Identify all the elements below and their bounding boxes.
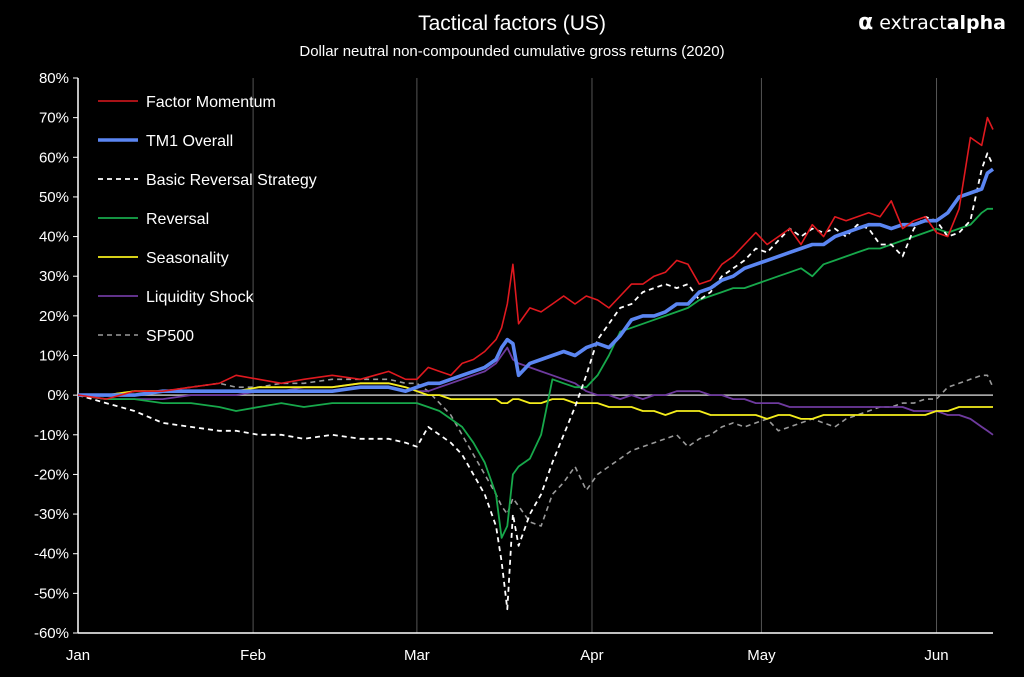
x-tick-label: Mar bbox=[404, 647, 430, 664]
series-line-tm1-overall bbox=[78, 167, 995, 397]
y-tick-label: -10% bbox=[34, 427, 69, 444]
y-tick-label: 50% bbox=[39, 189, 69, 206]
brand-name-part2: alpha bbox=[946, 11, 1006, 34]
legend-label: Reversal bbox=[146, 211, 209, 228]
series-line-seasonality bbox=[78, 382, 993, 420]
y-tick-label: 80% bbox=[39, 70, 69, 87]
brand-name-part1: extract bbox=[879, 11, 947, 34]
series-line-reversal bbox=[77, 207, 993, 539]
legend-label: TM1 Overall bbox=[146, 133, 233, 150]
y-tick-label: 0% bbox=[47, 387, 69, 404]
y-tick-label: -20% bbox=[34, 466, 69, 483]
grid-lines bbox=[252, 78, 938, 633]
legend-label: SP500 bbox=[146, 328, 194, 345]
series-line-factor-momentum bbox=[77, 116, 994, 400]
series-line-sp500 bbox=[78, 374, 994, 527]
y-tick-label: -50% bbox=[34, 585, 69, 602]
legend-label: Seasonality bbox=[146, 250, 229, 267]
chart-title: Tactical factors (US) bbox=[418, 12, 606, 35]
y-tick-label: 40% bbox=[39, 229, 69, 246]
brand: α extract alpha bbox=[858, 10, 1006, 35]
y-tick-label: 30% bbox=[39, 268, 69, 285]
legend: Factor Momentum TM1 Overall Basic Reversal… bbox=[98, 94, 317, 345]
legend-label: Basic Reversal Strategy bbox=[146, 172, 317, 189]
y-tick-label: 70% bbox=[39, 110, 69, 127]
legend-label: Liquidity Shock bbox=[146, 289, 255, 306]
x-tick-label: Apr bbox=[580, 647, 603, 664]
y-tick-label: 60% bbox=[39, 149, 69, 166]
x-tick-label: Jan bbox=[66, 647, 90, 664]
series-line-basic-reversal-strategy bbox=[77, 152, 994, 611]
y-tick-label: -30% bbox=[34, 506, 69, 523]
axes: Jan Feb Mar Apr May Jun -60% -50% -40% -30% -20% -1… bbox=[34, 70, 993, 664]
x-tick-label: Jun bbox=[924, 647, 948, 664]
series-lines bbox=[77, 116, 995, 611]
x-tick-label: Feb bbox=[240, 647, 266, 664]
x-tick-label: May bbox=[747, 647, 776, 664]
y-tick-label: -60% bbox=[34, 625, 69, 642]
y-tick-label: 20% bbox=[39, 308, 69, 325]
y-tick-label: 10% bbox=[39, 348, 69, 365]
chart-subtitle: Dollar neutral non-compounded cumulative… bbox=[299, 43, 724, 60]
legend-label: Factor Momentum bbox=[146, 94, 276, 111]
alpha-logo-icon: α bbox=[858, 10, 874, 35]
y-tick-label: -40% bbox=[34, 546, 69, 563]
